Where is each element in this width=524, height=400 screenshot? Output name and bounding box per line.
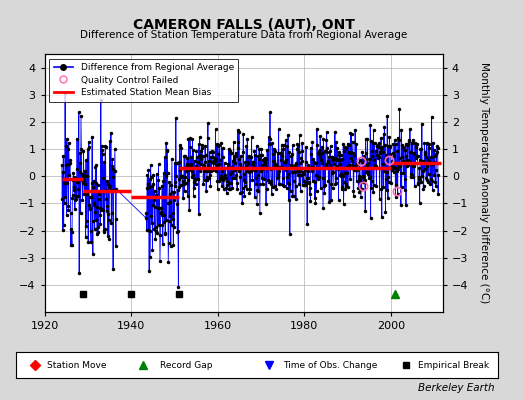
Legend: Difference from Regional Average, Quality Control Failed, Estimated Station Mean: Difference from Regional Average, Qualit… bbox=[49, 58, 238, 102]
Text: Station Move: Station Move bbox=[47, 360, 106, 370]
Text: Time of Obs. Change: Time of Obs. Change bbox=[283, 360, 378, 370]
Y-axis label: Monthly Temperature Anomaly Difference (°C): Monthly Temperature Anomaly Difference (… bbox=[479, 62, 489, 304]
Text: CAMERON FALLS (AUT), ONT: CAMERON FALLS (AUT), ONT bbox=[133, 18, 355, 32]
Text: Record Gap: Record Gap bbox=[160, 360, 213, 370]
Text: Empirical Break: Empirical Break bbox=[418, 360, 489, 370]
Text: Berkeley Earth: Berkeley Earth bbox=[418, 383, 494, 393]
Text: Difference of Station Temperature Data from Regional Average: Difference of Station Temperature Data f… bbox=[80, 30, 407, 40]
